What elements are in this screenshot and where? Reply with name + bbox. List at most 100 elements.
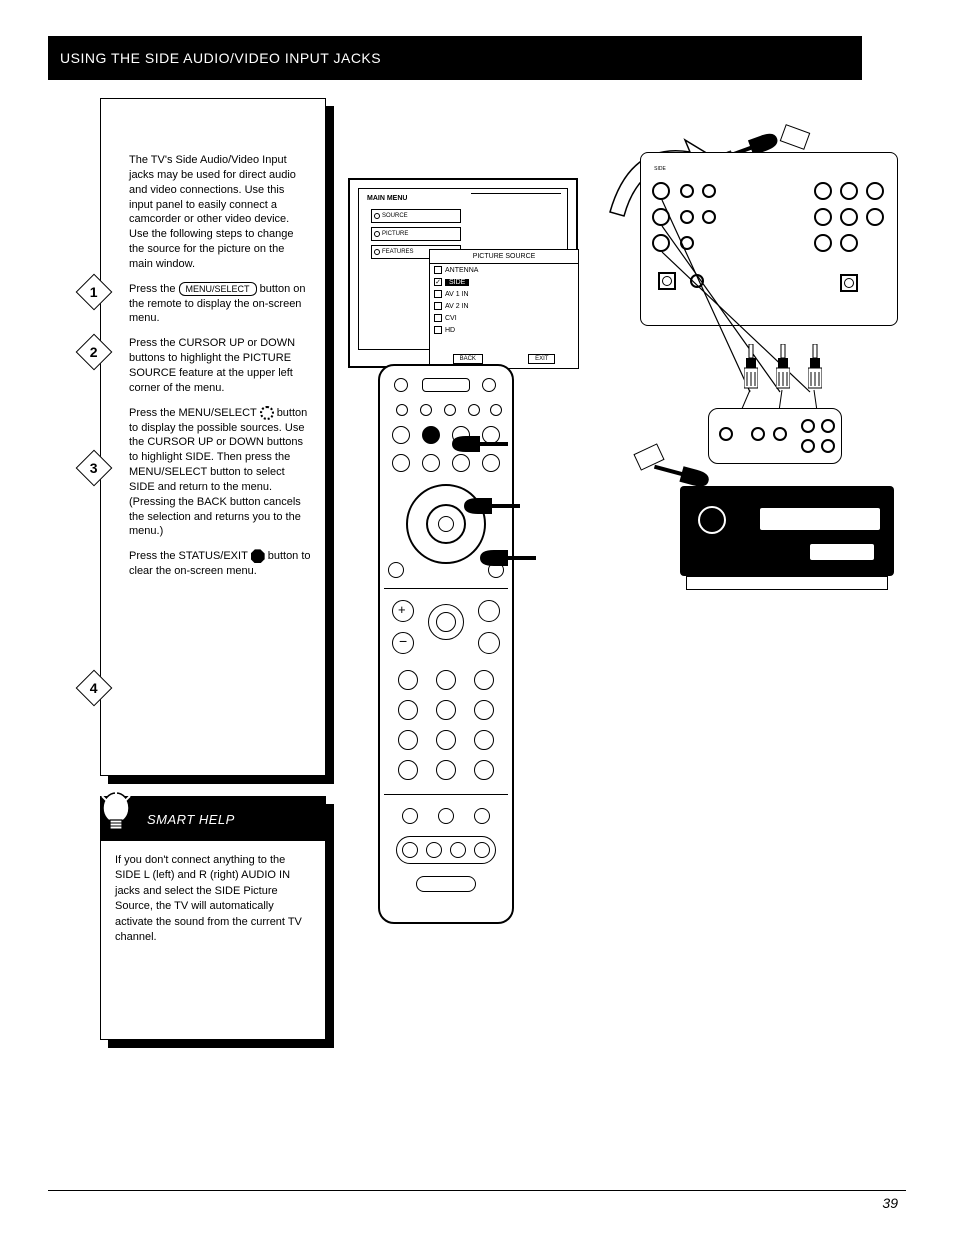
card-icon bbox=[780, 124, 811, 150]
lightbulb-icon bbox=[96, 790, 136, 850]
remote-small-5 bbox=[490, 404, 502, 416]
step-marker-1: 1 bbox=[76, 274, 113, 311]
opt-side-lbl: SIDE bbox=[445, 279, 469, 286]
page-number: 39 bbox=[882, 1195, 898, 1211]
vcr-jack-extra4 bbox=[821, 439, 835, 453]
num-9 bbox=[474, 730, 494, 750]
tr-3 bbox=[474, 808, 490, 824]
num-2 bbox=[436, 670, 456, 690]
step-4: Press the STATUS/EXIT button to clear th… bbox=[129, 549, 311, 579]
step-marker-4: 4 bbox=[76, 670, 113, 707]
vcr-out-panel bbox=[708, 408, 842, 464]
vcr-video-out-jack bbox=[719, 427, 733, 441]
remote-small-1 bbox=[396, 404, 408, 416]
vol-up: + bbox=[392, 600, 414, 622]
step-marker-2: 2 bbox=[76, 334, 113, 371]
tr-b1 bbox=[402, 842, 418, 858]
steps-body: The TV's Side Audio/Video Input jacks ma… bbox=[101, 143, 325, 599]
opt-hd: HD bbox=[430, 324, 578, 336]
num-0 bbox=[436, 760, 456, 780]
step-1a: Press the bbox=[129, 283, 179, 295]
ch-up bbox=[478, 600, 500, 622]
remote-r3-1 bbox=[392, 426, 410, 444]
step-3b: button to display the possible sources. … bbox=[129, 407, 307, 538]
opt-antenna: ANTENNA bbox=[430, 264, 578, 276]
num-4 bbox=[398, 700, 418, 720]
opt-av1: AV 1 IN bbox=[430, 288, 578, 300]
tv-screen-mock: MAIN MENU SOURCE PICTURE FEATURES PICTUR… bbox=[348, 178, 578, 368]
menu-select-center bbox=[438, 516, 454, 532]
num-6 bbox=[474, 700, 494, 720]
steps-header bbox=[101, 99, 325, 143]
remote-divider-2 bbox=[384, 794, 508, 795]
page-root: USING THE SIDE AUDIO/VIDEO INPUT JACKS T… bbox=[0, 0, 954, 1235]
remote-small-4 bbox=[468, 404, 480, 416]
pointing-hand-select-icon bbox=[462, 492, 522, 516]
step-3a: Press the MENU/SELECT bbox=[129, 407, 260, 419]
menu-select-button-pill: MENU/SELECT bbox=[179, 282, 257, 296]
tr-b4 bbox=[474, 842, 490, 858]
menu-main-title: MAIN MENU bbox=[363, 191, 411, 206]
menu-row-source: SOURCE bbox=[371, 209, 461, 223]
steps-intro: The TV's Side Audio/Video Input jacks ma… bbox=[129, 153, 311, 272]
opt-hd-lbl: HD bbox=[445, 327, 455, 334]
remote-small-2 bbox=[420, 404, 432, 416]
menu-rule bbox=[471, 193, 561, 194]
tr-b3 bbox=[450, 842, 466, 858]
remote-btn-power bbox=[394, 378, 408, 392]
btn-exit: EXIT bbox=[528, 354, 555, 364]
ch-dn bbox=[478, 632, 500, 654]
step-4a: Press the STATUS/EXIT bbox=[129, 550, 251, 562]
remote-small-3 bbox=[444, 404, 456, 416]
rca-plug-3 bbox=[808, 344, 822, 392]
tv-back-panel: SIDE bbox=[640, 152, 898, 326]
vcr-jack-extra1 bbox=[801, 419, 815, 433]
picture-source-popup: PICTURE SOURCE ANTENNA ✓SIDE AV 1 IN AV … bbox=[429, 249, 579, 369]
opt-av2-lbl: AV 2 IN bbox=[445, 303, 469, 310]
menu-source-label: SOURCE bbox=[382, 213, 408, 219]
opt-side: ✓SIDE bbox=[430, 276, 578, 288]
tr-bottom bbox=[416, 876, 476, 892]
num-alt bbox=[398, 760, 418, 780]
step-1: Press the MENU/SELECT button on the remo… bbox=[129, 282, 311, 327]
menu-select-gear-icon bbox=[260, 406, 274, 420]
popup-title: PICTURE SOURCE bbox=[430, 250, 578, 264]
remote-divider bbox=[384, 588, 508, 589]
title-text: USING THE SIDE AUDIO/VIDEO INPUT JACKS bbox=[48, 50, 381, 66]
step-num-3: 3 bbox=[90, 459, 98, 478]
tip-body: If you don't connect anything to the SID… bbox=[101, 841, 325, 957]
check-icon: ✓ bbox=[434, 278, 442, 286]
tr-2 bbox=[438, 808, 454, 824]
remote-r4-3 bbox=[452, 454, 470, 472]
remote-btn-top-r bbox=[482, 378, 496, 392]
step-marker-3: 3 bbox=[76, 450, 113, 487]
vcr-device bbox=[680, 476, 894, 596]
step-num-4: 4 bbox=[90, 679, 98, 698]
popup-buttons: BACK EXIT bbox=[430, 354, 578, 364]
opt-antenna-lbl: ANTENNA bbox=[445, 267, 478, 274]
remote-r3-2 bbox=[422, 426, 440, 444]
opt-av2: AV 2 IN bbox=[430, 300, 578, 312]
vcr-audio-r-out-jack bbox=[773, 427, 787, 441]
num-7 bbox=[398, 730, 418, 750]
remote-r4-1 bbox=[392, 454, 410, 472]
opt-cvi-lbl: CVI bbox=[445, 315, 457, 322]
remote-r4-2 bbox=[422, 454, 440, 472]
pointing-hand-exit-icon bbox=[478, 544, 538, 568]
step-3: Press the MENU/SELECT button to display … bbox=[129, 406, 311, 540]
step-num-2: 2 bbox=[90, 343, 98, 362]
btn-back: BACK bbox=[453, 354, 483, 364]
tr-b2 bbox=[426, 842, 442, 858]
connection-diagram: MAIN MENU SOURCE PICTURE FEATURES PICTUR… bbox=[340, 132, 900, 772]
title-bar: USING THE SIDE AUDIO/VIDEO INPUT JACKS bbox=[48, 36, 862, 80]
menu-features-label: FEATURES bbox=[382, 249, 414, 255]
vcr-jack-extra2 bbox=[801, 439, 815, 453]
remote-back-btn bbox=[388, 562, 404, 578]
num-5 bbox=[436, 700, 456, 720]
num-1 bbox=[398, 670, 418, 690]
vol-dn: − bbox=[392, 632, 414, 654]
num-8 bbox=[436, 730, 456, 750]
footer-rule bbox=[48, 1190, 906, 1191]
step-num-1: 1 bbox=[90, 283, 98, 302]
steps-box: The TV's Side Audio/Video Input jacks ma… bbox=[100, 98, 326, 776]
